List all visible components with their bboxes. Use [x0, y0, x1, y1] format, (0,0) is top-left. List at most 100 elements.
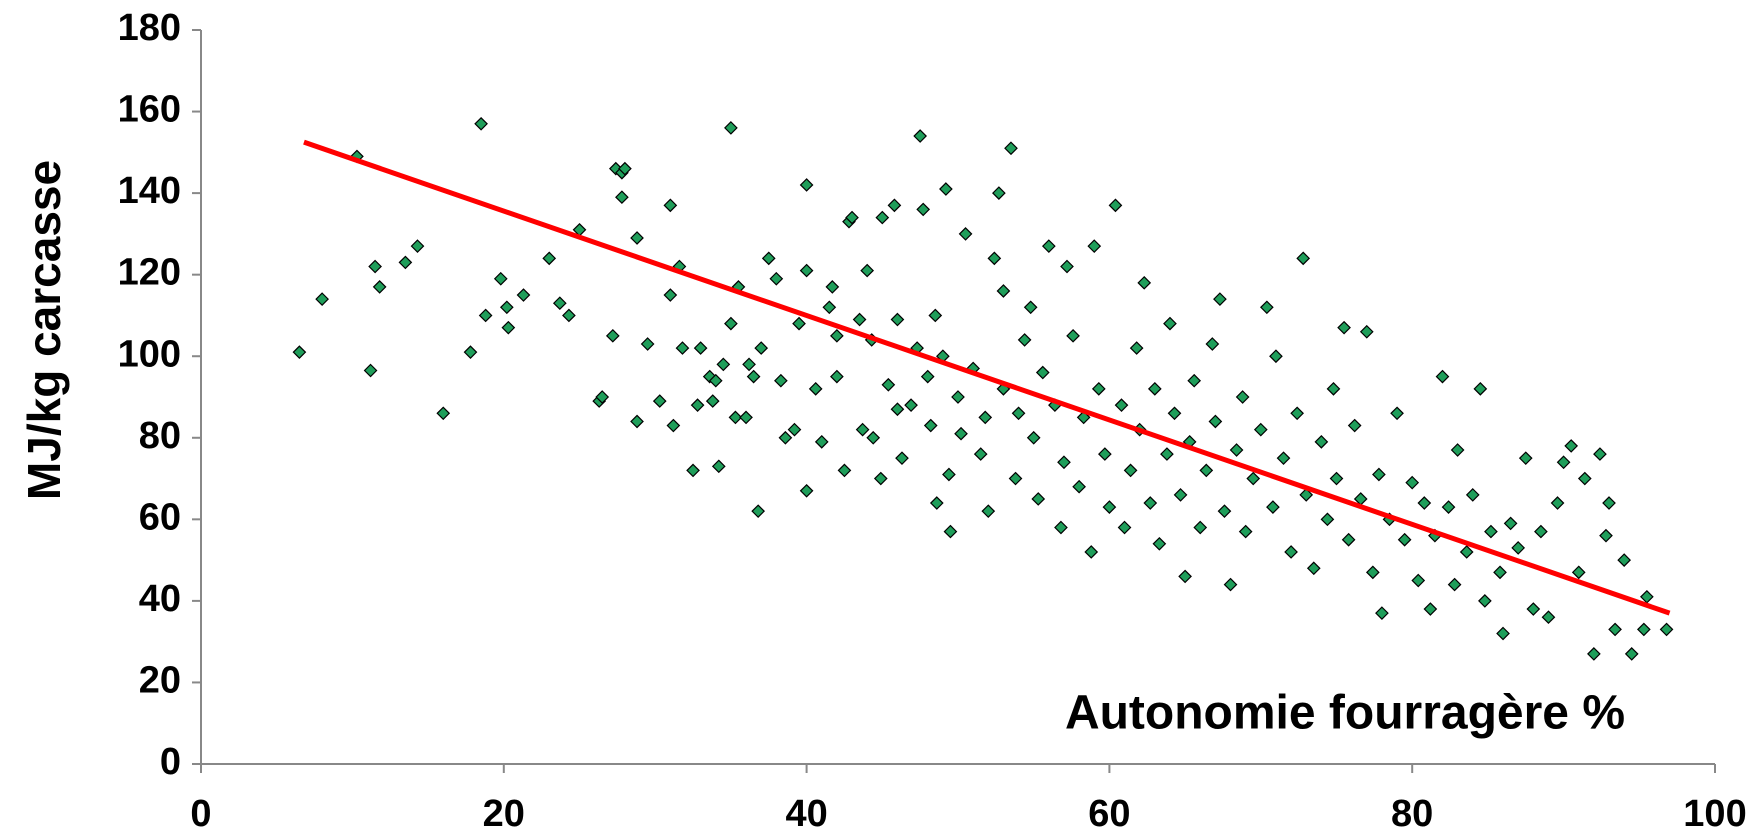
point	[372, 280, 387, 294]
point	[1235, 390, 1250, 404]
point	[943, 524, 958, 539]
point	[1129, 341, 1144, 355]
point	[1223, 577, 1238, 592]
point	[562, 308, 576, 323]
point	[1556, 455, 1571, 470]
point	[1347, 418, 1362, 433]
x-tick-label: 60	[1088, 793, 1130, 835]
point	[1276, 451, 1291, 466]
point	[1417, 496, 1432, 510]
y-tick-label: 0	[160, 741, 181, 783]
point	[652, 394, 667, 408]
point	[951, 390, 965, 404]
point	[845, 210, 859, 225]
point	[363, 363, 378, 378]
point	[954, 426, 968, 441]
point	[1031, 492, 1046, 506]
point	[1123, 463, 1138, 478]
point	[1365, 565, 1380, 580]
point	[875, 210, 890, 225]
point	[478, 308, 493, 323]
point	[1326, 381, 1341, 396]
y-tick-label: 40	[139, 578, 181, 620]
point	[890, 312, 905, 327]
point	[724, 121, 738, 135]
point	[1593, 447, 1607, 461]
point	[1091, 381, 1106, 396]
point	[837, 463, 852, 478]
point	[1397, 532, 1412, 547]
point	[501, 320, 516, 335]
point	[992, 186, 1006, 200]
point	[739, 410, 753, 425]
point	[830, 369, 844, 384]
y-tick-label: 100	[118, 333, 181, 375]
x-tick-label: 100	[1683, 793, 1746, 835]
point	[1478, 594, 1492, 608]
point	[1636, 622, 1651, 637]
point	[1450, 443, 1465, 457]
point	[716, 357, 731, 372]
point	[615, 190, 629, 205]
point	[792, 316, 806, 331]
point	[1187, 373, 1202, 388]
point	[542, 251, 557, 266]
point	[942, 467, 956, 482]
point	[595, 390, 610, 404]
point	[1253, 422, 1268, 437]
point	[1518, 451, 1533, 466]
point	[1411, 573, 1426, 588]
point	[1405, 475, 1420, 490]
point	[1011, 406, 1026, 421]
y-tick-label: 80	[139, 415, 181, 457]
point	[368, 259, 382, 274]
point	[1284, 545, 1298, 559]
point	[1167, 406, 1182, 421]
point	[724, 316, 738, 331]
point	[742, 357, 756, 372]
point	[1534, 524, 1548, 539]
y-axis-title: MJ/kg carcasse	[18, 160, 70, 500]
point	[1217, 504, 1232, 519]
point	[939, 182, 953, 196]
point	[493, 271, 508, 286]
point	[1087, 239, 1102, 253]
point	[1173, 488, 1188, 502]
point	[923, 418, 938, 433]
point	[708, 373, 723, 388]
point	[1423, 602, 1438, 616]
point	[1496, 626, 1510, 641]
point	[728, 410, 743, 425]
point	[605, 328, 620, 343]
point	[398, 255, 413, 270]
point	[1117, 520, 1132, 535]
point	[711, 459, 726, 474]
point	[516, 288, 531, 302]
point	[890, 402, 905, 417]
point	[1008, 471, 1023, 486]
point	[1608, 622, 1622, 637]
point	[814, 435, 829, 449]
y-tick-label: 140	[118, 170, 181, 212]
point	[769, 271, 784, 286]
point	[1026, 430, 1041, 445]
point	[1599, 528, 1613, 543]
point	[1320, 512, 1335, 527]
point	[640, 337, 655, 351]
point	[693, 341, 708, 355]
point	[873, 471, 888, 486]
point	[746, 369, 761, 384]
point	[887, 198, 902, 213]
point	[981, 504, 996, 519]
point	[463, 345, 478, 359]
point	[630, 231, 644, 245]
point	[436, 406, 451, 421]
point	[1108, 198, 1123, 213]
y-tick-label: 120	[118, 252, 181, 294]
point	[618, 161, 632, 176]
point	[860, 263, 875, 278]
point	[1208, 414, 1223, 429]
point	[774, 373, 788, 388]
point	[920, 369, 935, 384]
point	[690, 398, 705, 413]
